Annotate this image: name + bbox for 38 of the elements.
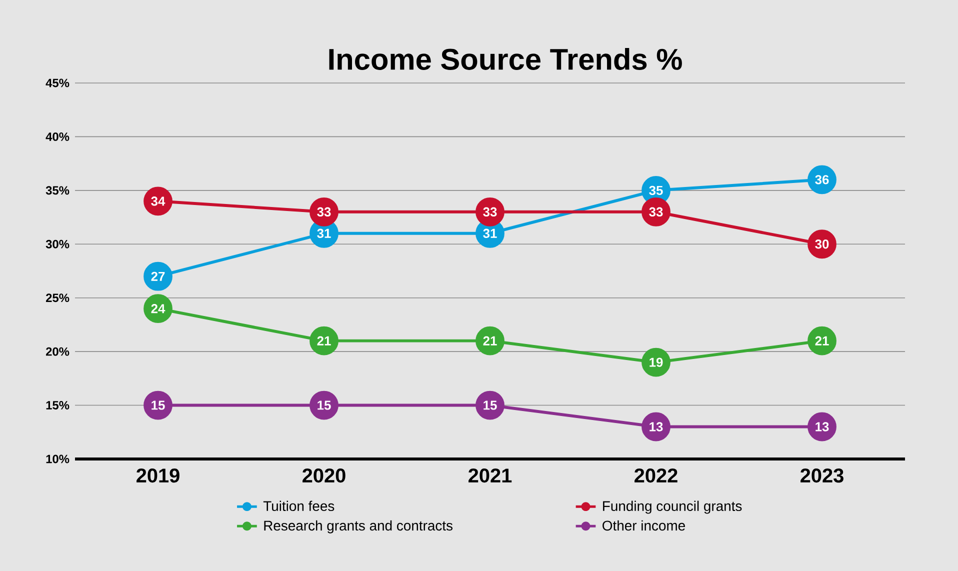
data-label: 21 [483, 336, 497, 346]
y-tick-label: 15% [46, 401, 70, 410]
legend-label: Tuition fees [263, 500, 334, 512]
legend-label: Other income [602, 520, 685, 531]
data-label: 15 [484, 400, 497, 410]
chart-title: Income Source Trends % [329, 48, 682, 70]
data-label: 36 [815, 175, 829, 184]
data-label: 33 [649, 207, 663, 216]
data-label: 13 [816, 422, 829, 432]
data-label: 15 [318, 400, 331, 410]
data-label: 19 [650, 358, 663, 367]
x-tick-label: 2021 [468, 468, 512, 483]
data-label: 27 [151, 272, 165, 281]
y-tick-label: 45% [46, 78, 70, 88]
y-tick-label: 25% [46, 294, 70, 302]
x-tick-label: 2020 [302, 468, 346, 483]
data-label: 33 [483, 207, 497, 216]
legend-label: Funding council grants [603, 500, 742, 514]
data-label: 31 [317, 228, 331, 238]
data-label: 21 [815, 336, 829, 346]
legend-label: Research grants and contracts [264, 520, 453, 534]
data-label: 31 [483, 228, 497, 238]
data-label: 15 [152, 400, 165, 410]
data-label: 30 [815, 240, 829, 249]
data-label: 13 [650, 422, 663, 432]
x-tick-label: 2019 [136, 468, 180, 483]
x-tick-label: 2022 [634, 468, 678, 483]
y-tick-label: 35% [46, 186, 70, 195]
data-label: 33 [317, 207, 331, 216]
data-label: 21 [317, 336, 331, 346]
data-label: 24 [151, 304, 166, 314]
y-tick-label: 10% [46, 454, 70, 464]
data-label: 34 [151, 196, 166, 206]
y-tick-label: 40% [46, 132, 70, 141]
y-tick-label: 30% [46, 240, 70, 248]
y-tick-label: 20% [46, 347, 70, 356]
x-tick-label: 2023 [800, 468, 844, 483]
data-label: 35 [649, 186, 663, 196]
